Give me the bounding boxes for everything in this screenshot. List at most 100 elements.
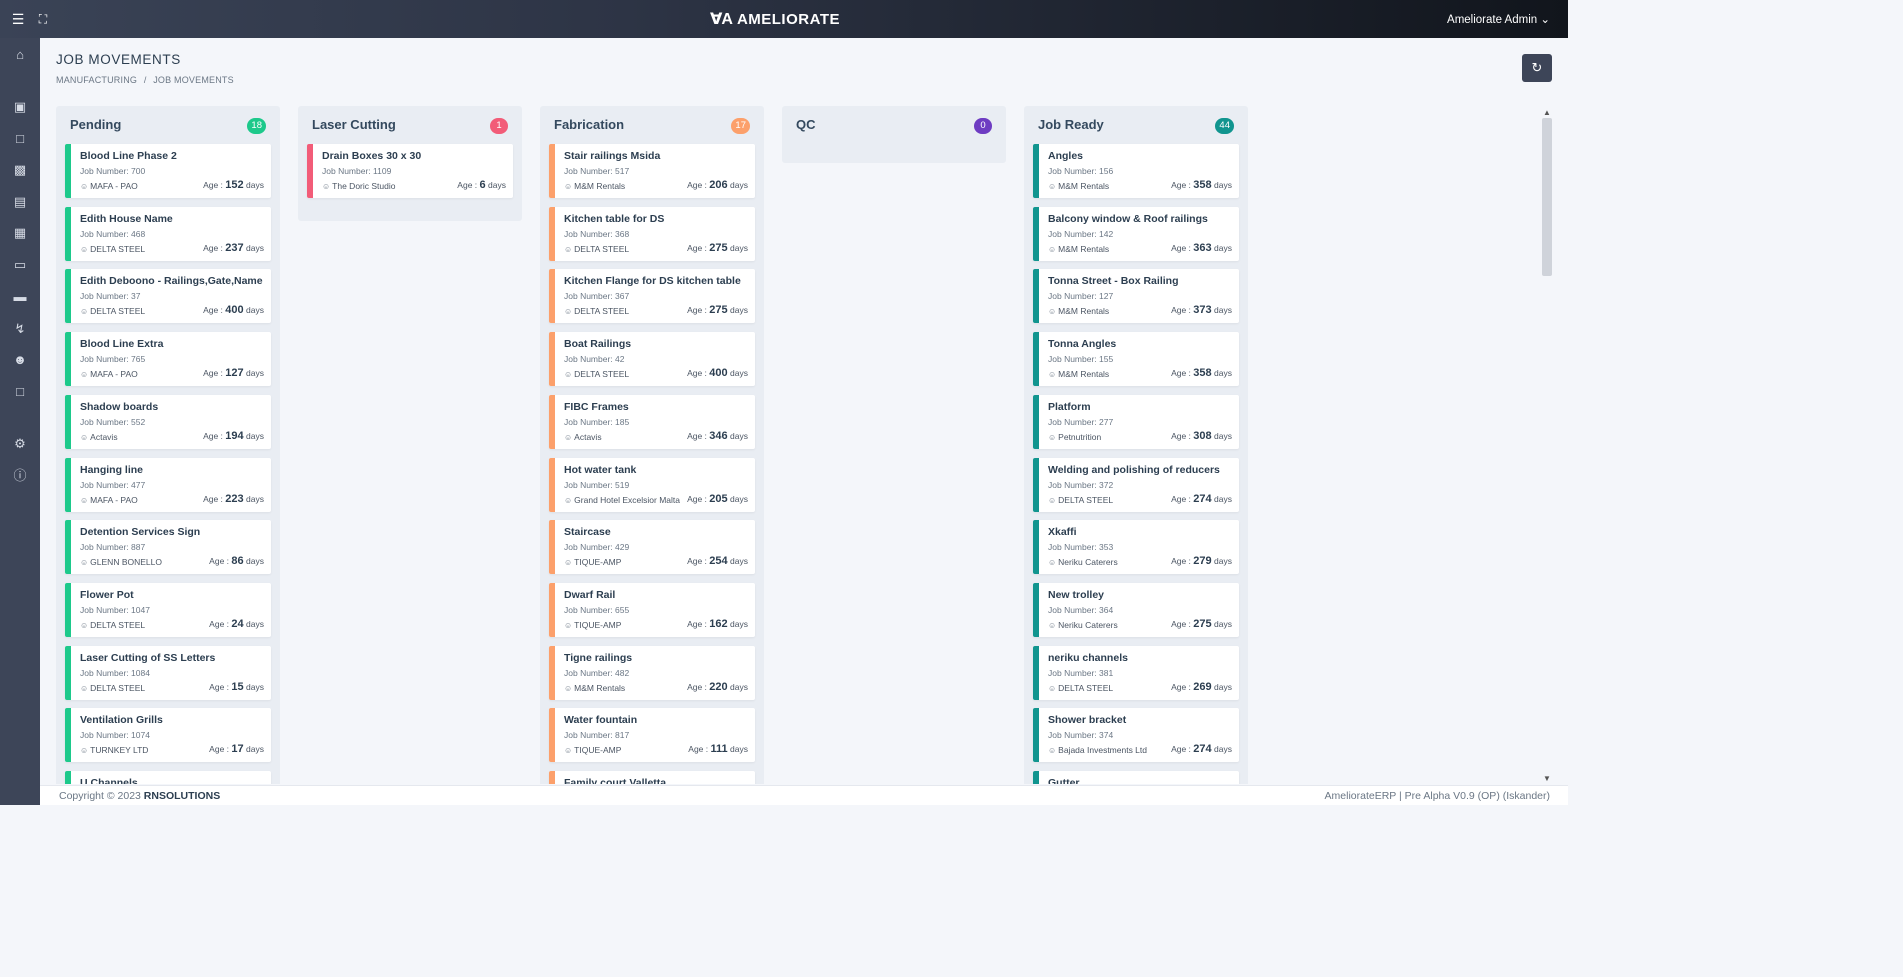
job-card[interactable]: Hanging line Job Number: 477 ☺ MAFA - PAO Ag… (65, 457, 271, 512)
age-label: Age : (203, 430, 223, 441)
job-card[interactable]: U Channels (65, 771, 271, 784)
company-link[interactable]: RNSOLUTIONS (143, 790, 221, 802)
client-name: Petnutrition (1058, 431, 1102, 442)
job-card[interactable]: Blood Line Phase 2 Job Number: 700 ☺ MAFA -… (65, 144, 271, 198)
breadcrumb-manufacturing[interactable]: MANUFACTURING (56, 75, 138, 85)
home-icon[interactable]: ⌂ (16, 47, 24, 62)
job-card[interactable]: Flower Pot Job Number: 1047 ☺ DELTA STEEL Ag… (65, 582, 271, 637)
brand-name: AMELIORATE (736, 10, 840, 28)
job-card[interactable]: Xkaffi Job Number: 353 ☺ Neriku Caterers Age… (1033, 520, 1239, 575)
refresh-button[interactable]: ↻ (1522, 54, 1552, 82)
hamburger-menu-icon[interactable]: ☰ (11, 11, 25, 27)
job-card[interactable]: Tigne railings Job Number: 482 ☺ M&M Rental… (549, 645, 755, 700)
job-card[interactable]: Hot water tank Job Number: 519 ☺ Grand Hote… (549, 457, 755, 512)
job-card[interactable]: Blood Line Extra Job Number: 765 ☺ MAFA - P… (65, 332, 271, 387)
scroll-down-icon[interactable]: ▼ (1543, 774, 1551, 783)
checklist-icon[interactable]: ▦ (13, 225, 27, 240)
job-age: Age : 275 days (687, 304, 748, 316)
age-label: Age : (1171, 305, 1191, 316)
job-client: ☺ DELTA STEEL (80, 244, 145, 254)
job-card[interactable]: Water fountain Job Number: 817 ☺ TIQUE-AMP A… (549, 708, 755, 763)
job-card[interactable]: Tonna Angles Job Number: 155 ☺ M&M Rentals A… (1033, 332, 1239, 387)
client-name: The Doric Studio (332, 181, 396, 191)
users-icon[interactable]: ☻ (13, 352, 27, 367)
job-card[interactable]: Edith Deboono - Railings,Gate,Name Job Nu… (65, 269, 271, 324)
inbox-icon[interactable]: ▭ (13, 257, 27, 272)
age-value: 363 (1193, 241, 1212, 254)
age-value: 194 (225, 429, 244, 442)
age-label: Age : (1171, 681, 1191, 692)
age-label: Age : (687, 242, 707, 253)
job-card[interactable]: Dwarf Rail Job Number: 655 ☺ TIQUE-AMP Age :… (549, 582, 755, 637)
age-unit: days (1214, 556, 1232, 567)
column-header: Job Ready 44 (1024, 106, 1248, 142)
scroll-up-icon[interactable]: ▲ (1543, 108, 1551, 117)
user-icon: ☺ (80, 370, 89, 380)
age-value: 127 (225, 367, 244, 380)
signpost-icon[interactable]: ▤ (13, 194, 27, 209)
job-card[interactable]: Balcony window & Roof railings Job Number… (1033, 206, 1239, 261)
age-unit: days (730, 681, 748, 692)
column-job-ready: Job Ready 44 Angles Job Number: 156 ☺ M&M Ren… (1024, 106, 1248, 784)
job-card[interactable]: Gutter (1033, 771, 1239, 784)
job-age: Age : 237 days (203, 242, 264, 254)
age-label: Age : (203, 305, 223, 316)
scrollbar-thumb[interactable] (1542, 118, 1552, 276)
client-name: TIQUE-AMP (574, 619, 622, 630)
job-card[interactable]: Family court Valletta (549, 771, 755, 784)
client-name: M&M Rentals (1058, 369, 1110, 380)
job-card[interactable]: Detention Services Sign Job Number: 887 ☺ G… (65, 520, 271, 575)
job-card[interactable]: Shadow boards Job Number: 552 ☺ Actavis Age … (65, 394, 271, 449)
client-name: DELTA STEEL (574, 306, 630, 317)
age-label: Age : (1171, 430, 1191, 441)
user-icon: ☺ (1048, 244, 1057, 254)
client-name: DELTA STEEL (1058, 494, 1114, 505)
card-accent (549, 771, 555, 784)
job-card[interactable]: Staircase Job Number: 429 ☺ TIQUE-AMP Age : … (549, 520, 755, 575)
job-card[interactable]: Edith House Name Job Number: 468 ☺ DELTA ST… (65, 206, 271, 261)
job-card[interactable]: Shower bracket Job Number: 374 ☺ Bajada Inv… (1033, 708, 1239, 763)
job-card[interactable]: FIBC Frames Job Number: 185 ☺ Actavis Age : … (549, 394, 755, 449)
folder-icon[interactable]: □ (16, 131, 24, 146)
job-card[interactable]: Welding and polishing of reducers Job Num… (1033, 457, 1239, 512)
client-name: DELTA STEEL (90, 619, 146, 630)
column-laser-cutting: Laser Cutting 1 Drain Boxes 30 x 30 Job Num… (298, 106, 522, 221)
job-client: ☺ MAFA - PAO (80, 181, 138, 191)
fullscreen-icon[interactable]: ⛶ (38, 12, 48, 26)
job-card[interactable]: Tonna Street - Box Railing Job Number: 12… (1033, 269, 1239, 324)
job-card[interactable]: Ventilation Grills Job Number: 1074 ☺ TURNK… (65, 708, 271, 763)
folder-open-icon[interactable]: □ (16, 384, 24, 399)
job-card[interactable]: neriku channels Job Number: 381 ☺ DELTA STE… (1033, 645, 1239, 700)
job-title: Kitchen Flange for DS kitchen table (564, 275, 741, 288)
job-card[interactable]: New trolley Job Number: 364 ☺ Neriku Catere… (1033, 582, 1239, 637)
card-accent (65, 144, 71, 198)
column-count-badge: 17 (731, 118, 750, 134)
job-card[interactable]: Kitchen Flange for DS kitchen table Job N… (549, 269, 755, 324)
info-icon[interactable]: ⓘ (13, 468, 27, 483)
job-card[interactable]: Boat Railings Job Number: 42 ☺ DELTA STEEL A… (549, 332, 755, 387)
job-number: Job Number: 367 (564, 291, 630, 302)
lightning-icon[interactable]: ↯ (14, 321, 26, 336)
age-unit: days (1214, 681, 1232, 692)
job-card[interactable]: Drain Boxes 30 x 30 Job Number: 1109 ☺ The … (307, 144, 513, 198)
age-value: 162 (709, 617, 728, 630)
job-card[interactable]: Platform Job Number: 277 ☺ Petnutrition Age … (1033, 394, 1239, 449)
credit-card-icon[interactable]: ▬ (13, 289, 27, 304)
client-name: M&M Rentals (574, 682, 626, 693)
user-menu[interactable]: Ameliorate Admin ⌄ (1447, 12, 1550, 26)
job-card[interactable]: Angles Job Number: 156 ☺ M&M Rentals Age : 3… (1033, 144, 1239, 198)
user-icon: ☺ (564, 558, 573, 568)
job-card[interactable]: Stair railings Msida Job Number: 517 ☺ M&M … (549, 144, 755, 198)
gear-icon[interactable]: ⚙ (14, 436, 26, 451)
job-number: Job Number: 482 (564, 667, 630, 678)
age-label: Age : (1171, 744, 1191, 755)
brand-logo[interactable]: ꓯA AMELIORATE (710, 8, 840, 30)
column-title: Pending (70, 117, 122, 132)
job-title: neriku channels (1048, 651, 1128, 664)
briefcase-icon[interactable]: ▣ (13, 99, 27, 114)
job-number: Job Number: 381 (1048, 667, 1114, 678)
job-card[interactable]: Laser Cutting of SS Letters Job Number: 1… (65, 645, 271, 700)
paint-roller-icon[interactable]: ▩ (13, 162, 27, 177)
job-card[interactable]: Kitchen table for DS Job Number: 368 ☺ DELT… (549, 206, 755, 261)
age-label: Age : (203, 493, 223, 504)
